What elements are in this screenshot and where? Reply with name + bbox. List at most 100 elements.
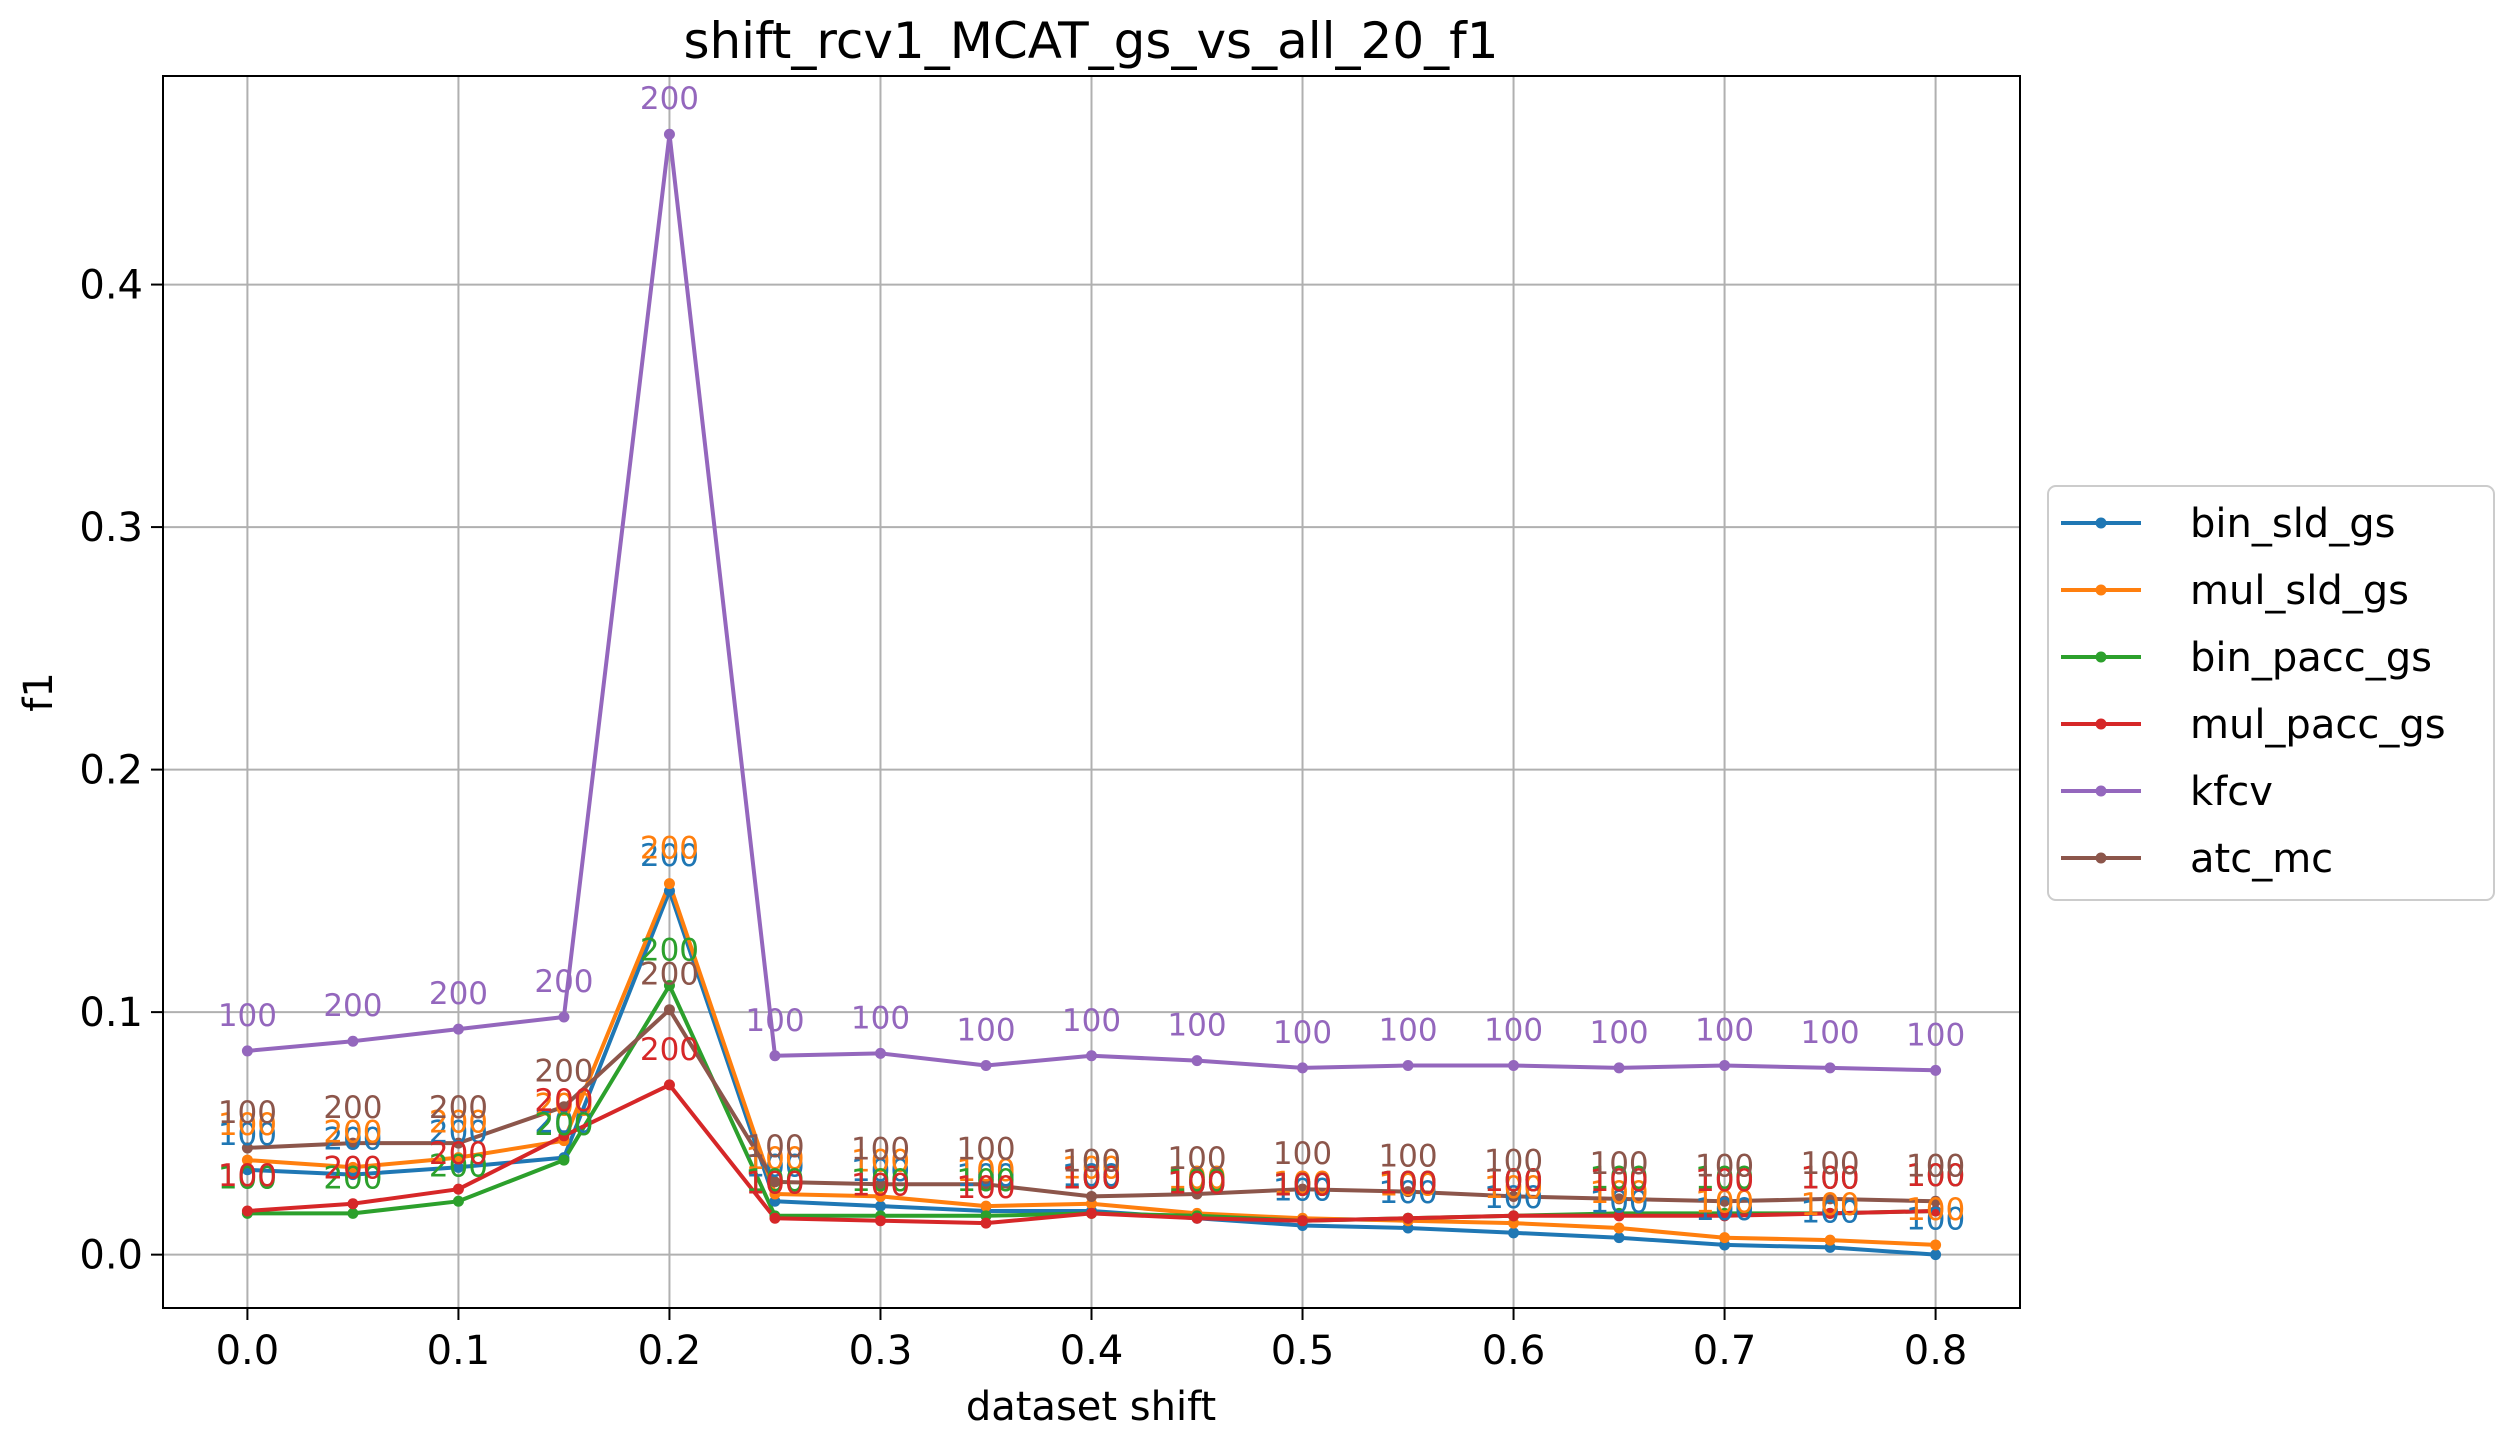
data-point — [769, 1212, 781, 1224]
data-point — [452, 1195, 464, 1207]
data-label: 100 — [745, 1165, 804, 1201]
legend: bin_sld_gs mul_sld_gs bin_pacc_gs mul_pacc_… — [2047, 485, 2495, 901]
x-tick-label: 0.5 — [1271, 1328, 1335, 1374]
data-label: 100 — [1378, 1012, 1437, 1048]
data-label: 100 — [1167, 1141, 1226, 1177]
data-label: 100 — [1484, 1170, 1543, 1206]
data-point — [1719, 1232, 1731, 1244]
y-tick-label: 0.4 — [79, 263, 143, 309]
data-label: 100 — [218, 1117, 277, 1153]
y-tick-label: 0.3 — [79, 505, 143, 551]
y-axis: 0.0 0.1 0.2 0.3 0.4 — [79, 263, 163, 1279]
data-point — [347, 1198, 359, 1210]
data-label: 100 — [745, 1163, 804, 1199]
y-axis-label: f1 — [16, 672, 62, 712]
data-point — [347, 1035, 359, 1047]
data-label: 100 — [1062, 1143, 1121, 1179]
data-point — [1086, 1207, 1097, 1219]
data-label: 100 — [1906, 1192, 1965, 1228]
data-point — [663, 128, 675, 140]
data-point — [874, 1200, 886, 1212]
data-point — [558, 1101, 570, 1113]
legend-label: atc_mc — [2190, 836, 2333, 882]
data-label: 100 — [218, 1160, 277, 1196]
data-point — [452, 1183, 464, 1195]
data-label: 100 — [1695, 1012, 1754, 1048]
data-point — [1191, 1212, 1203, 1224]
data-point — [1719, 1195, 1731, 1207]
data-label: 100 — [1484, 1180, 1543, 1216]
data-label: 200 — [323, 1122, 382, 1158]
x-tick-label: 0.8 — [1904, 1328, 1968, 1374]
data-label: 100 — [851, 1143, 910, 1179]
data-point — [663, 1079, 675, 1091]
data-label: 100 — [1273, 1168, 1332, 1204]
data-point — [1930, 1195, 1942, 1207]
data-point — [452, 1137, 464, 1149]
data-label: 100 — [1906, 1017, 1965, 1053]
data-point — [980, 1200, 992, 1212]
legend-marker — [2095, 584, 2107, 596]
data-point — [874, 1047, 886, 1059]
data-point — [874, 1190, 886, 1202]
data-point — [1508, 1227, 1520, 1239]
data-point — [663, 979, 675, 991]
data-label: 100 — [745, 1129, 804, 1165]
data-point — [452, 1152, 464, 1164]
data-label: 100 — [1273, 1015, 1332, 1051]
data-label: 100 — [1589, 1185, 1648, 1221]
data-label: 100 — [745, 1141, 804, 1177]
data-label: 200 — [429, 1105, 488, 1141]
data-label: 100 — [1484, 1012, 1543, 1048]
data-label: 100 — [1062, 1151, 1121, 1187]
data-point — [1824, 1234, 1836, 1246]
data-label: 200 — [534, 1105, 593, 1141]
data-point — [1402, 1186, 1414, 1198]
legend-label: bin_sld_gs — [2190, 501, 2395, 547]
legend-label: bin_pacc_gs — [2190, 635, 2432, 681]
x-tick-label: 0.6 — [1482, 1328, 1546, 1374]
data-label: 100 — [851, 1153, 910, 1189]
data-point — [241, 1142, 253, 1154]
data-label: 100 — [1695, 1148, 1754, 1184]
data-point — [1824, 1062, 1836, 1074]
data-label: 100 — [851, 1163, 910, 1199]
data-label: 100 — [1589, 1175, 1648, 1211]
data-point — [980, 1059, 992, 1071]
data-label: 100 — [1378, 1139, 1437, 1175]
data-label: 200 — [534, 1107, 593, 1143]
legend-marker — [2095, 852, 2107, 864]
data-point — [1297, 1183, 1309, 1195]
data-label: 100 — [1484, 1143, 1543, 1179]
data-label: 100 — [1167, 1165, 1226, 1201]
data-point — [1930, 1239, 1942, 1251]
data-label: 100 — [218, 1107, 277, 1143]
data-label: 200 — [534, 1083, 593, 1119]
data-label: 200 — [640, 81, 699, 117]
data-label: 100 — [851, 1168, 910, 1204]
data-point — [1086, 1190, 1097, 1202]
data-label: 200 — [323, 1151, 382, 1187]
legend-box — [2047, 485, 2495, 901]
data-point — [663, 1004, 675, 1016]
data-point — [1613, 1222, 1625, 1234]
data-label: 100 — [1800, 1160, 1859, 1196]
data-label: 200 — [323, 1090, 382, 1126]
data-label: 100 — [1062, 1160, 1121, 1196]
data-point — [1824, 1207, 1836, 1219]
data-point — [874, 1215, 886, 1227]
data-label: 100 — [1800, 1160, 1859, 1196]
data-label: 100 — [851, 1000, 910, 1036]
data-label: 100 — [1589, 1146, 1648, 1182]
legend-label: mul_sld_gs — [2190, 568, 2409, 614]
x-tick-label: 0.7 — [1693, 1328, 1757, 1374]
data-point — [1402, 1212, 1414, 1224]
data-label: 200 — [640, 932, 699, 968]
data-point — [663, 878, 675, 890]
data-point — [769, 1050, 781, 1062]
data-label: 100 — [956, 1170, 1015, 1206]
data-point — [1930, 1249, 1942, 1261]
data-label: 100 — [1062, 1003, 1121, 1039]
data-point — [1508, 1059, 1520, 1071]
legend-marker — [2095, 718, 2107, 730]
